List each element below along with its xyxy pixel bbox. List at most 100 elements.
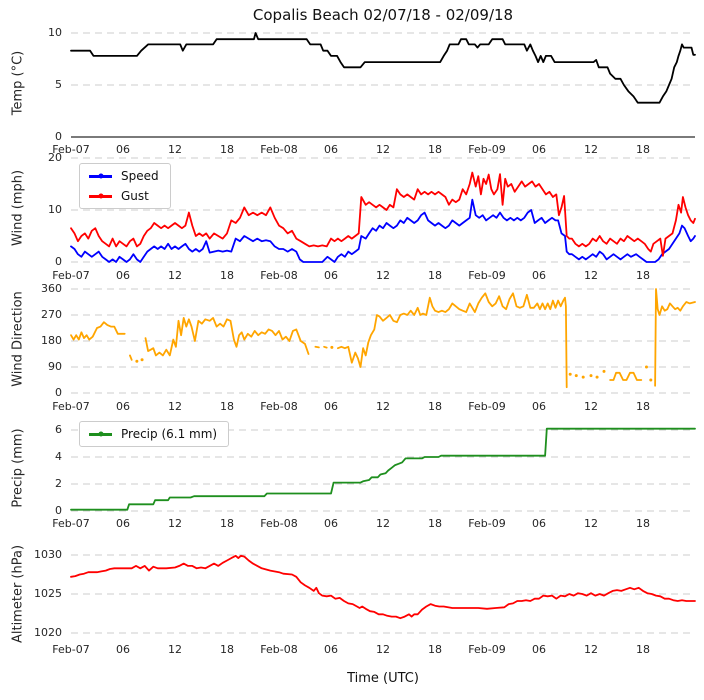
x-tick-label: Feb-09 — [468, 400, 506, 413]
x-tick-label: 18 — [428, 269, 442, 282]
precip-line — [70, 427, 696, 511]
wind-legend: Speed Gust — [79, 163, 171, 209]
wind-direction-line — [323, 345, 328, 349]
x-tick-label: Feb-08 — [260, 269, 298, 282]
wind-direction-line — [129, 354, 133, 361]
x-tick-label: Feb-07 — [52, 517, 90, 530]
legend-line-swatch — [89, 173, 112, 179]
x-tick-label: 18 — [636, 400, 650, 413]
x-tick-label: 18 — [220, 269, 234, 282]
x-tick-label: Feb-09 — [468, 517, 506, 530]
wind-direction-line — [609, 371, 643, 381]
x-tick-label: Feb-08 — [260, 143, 298, 156]
x-tick-label: 12 — [376, 143, 390, 156]
x-tick-label: 12 — [168, 400, 182, 413]
x-tick-label: 06 — [324, 517, 338, 530]
wind-direction-line-dot — [574, 374, 578, 378]
legend-entry-precip-6-1-mm-: Precip (6.1 mm) — [89, 427, 217, 441]
plot-area-precip — [70, 427, 696, 512]
legend-marker-dot — [98, 193, 103, 199]
x-tick-label: 06 — [324, 643, 338, 656]
wind-direction-line — [144, 317, 310, 357]
altimeter-line — [70, 554, 696, 620]
x-tick-label: 12 — [376, 643, 390, 656]
x-tick-label: 12 — [584, 400, 598, 413]
wind-direction-line — [336, 292, 568, 389]
y-tick-label: 6 — [55, 423, 62, 436]
wind-direction-line-dot — [649, 378, 653, 382]
x-tick-label: Feb-07 — [52, 269, 90, 282]
x-tick-label: 12 — [584, 143, 598, 156]
x-tick-label: Feb-08 — [260, 400, 298, 413]
wind-direction-line-dot — [135, 359, 139, 363]
x-tick-label: 18 — [220, 643, 234, 656]
x-tick-label: 12 — [584, 643, 598, 656]
y-tick-label: 10 — [48, 203, 62, 216]
x-tick-label: Feb-08 — [260, 643, 298, 656]
y-tick-label: 270 — [41, 308, 62, 321]
wind-direction-line-dot — [644, 365, 648, 369]
x-tick-label: 12 — [168, 517, 182, 530]
x-tick-label: 12 — [168, 143, 182, 156]
x-tick-label: 06 — [532, 400, 546, 413]
plot-area-wind-direction — [70, 288, 696, 394]
x-tick-label: 18 — [428, 643, 442, 656]
legend-line-swatch — [89, 431, 112, 437]
wind-direction-line-dot — [140, 358, 144, 362]
x-axis-title: Time (UTC) — [347, 671, 419, 686]
y-tick-label: 4 — [55, 450, 62, 463]
y-tick-label: 20 — [48, 151, 62, 164]
x-tick-label: 18 — [428, 143, 442, 156]
x-tick-label: 12 — [376, 269, 390, 282]
legend-label: Precip (6.1 mm) — [121, 427, 218, 441]
x-tick-label: 18 — [220, 517, 234, 530]
y-tick-label: 10 — [48, 26, 62, 39]
y-tick-label: 5 — [55, 78, 62, 91]
x-tick-label: Feb-08 — [260, 517, 298, 530]
y-tick-label: 0 — [55, 255, 62, 268]
wind-direction-line-dot — [330, 345, 334, 349]
plot-area-temperature — [70, 32, 696, 138]
x-tick-label: 06 — [532, 643, 546, 656]
y-tick-label: 180 — [41, 334, 62, 347]
wind-direction-line-dot — [589, 374, 593, 378]
wind-direction-line — [654, 288, 696, 387]
x-tick-label: 06 — [532, 517, 546, 530]
temperature-line — [70, 32, 696, 104]
legend-marker-dot — [98, 173, 103, 179]
x-tick-label: 06 — [116, 143, 130, 156]
x-tick-label: Feb-07 — [52, 400, 90, 413]
x-tick-label: 12 — [376, 400, 390, 413]
x-tick-label: 18 — [636, 643, 650, 656]
wind-direction-line-dot — [595, 375, 599, 379]
x-tick-label: 06 — [116, 643, 130, 656]
x-tick-label: 06 — [116, 400, 130, 413]
x-tick-label: 06 — [532, 269, 546, 282]
chart-title: Copalis Beach 02/07/18 - 02/09/18 — [252, 6, 514, 24]
wind-gust-line — [70, 171, 696, 257]
legend-line-swatch — [89, 193, 112, 199]
x-tick-label: 06 — [324, 269, 338, 282]
x-tick-label: 12 — [584, 517, 598, 530]
y-tick-label: 2 — [55, 477, 62, 490]
legend-entry-speed: Speed — [89, 169, 159, 183]
x-tick-label: 12 — [376, 517, 390, 530]
y-tick-label: 0 — [55, 504, 62, 517]
x-tick-label: 12 — [584, 269, 598, 282]
legend-label: Speed — [121, 169, 159, 183]
wind-direction-line — [70, 321, 126, 341]
x-tick-label: 18 — [636, 517, 650, 530]
x-tick-label: 12 — [168, 643, 182, 656]
x-tick-label: 18 — [220, 400, 234, 413]
y-tick-label: 360 — [41, 282, 62, 295]
plot-area-altimeter — [70, 554, 696, 634]
legend-entry-gust: Gust — [89, 189, 159, 203]
y-tick-label: 1020 — [34, 626, 62, 639]
y-tick-label: 0 — [55, 130, 62, 143]
x-tick-label: 18 — [636, 269, 650, 282]
x-tick-label: Feb-09 — [468, 269, 506, 282]
y-tick-label: 1030 — [34, 548, 62, 561]
legend-label: Gust — [121, 189, 149, 203]
wind-speed-line — [70, 198, 696, 263]
